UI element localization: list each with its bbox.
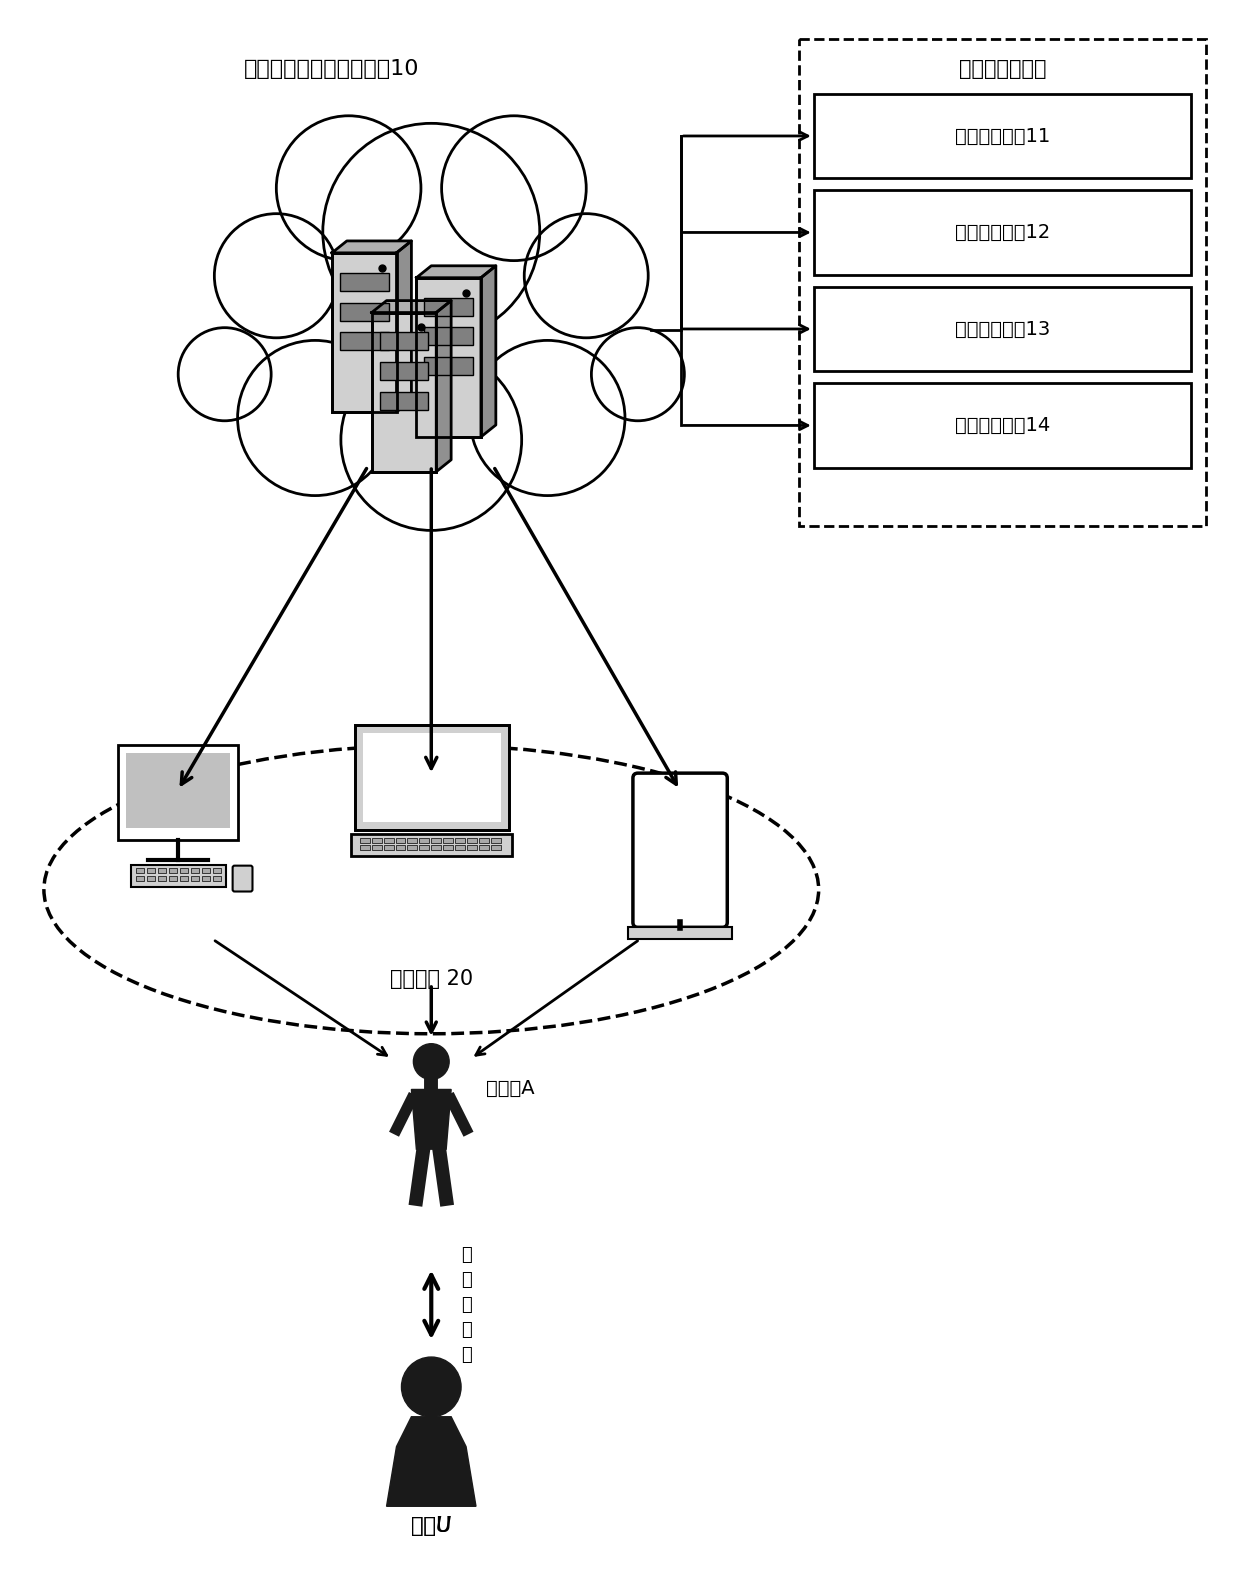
Polygon shape	[417, 267, 496, 278]
FancyBboxPatch shape	[379, 393, 428, 410]
Polygon shape	[372, 300, 451, 313]
Bar	[136, 876, 144, 881]
Bar	[443, 838, 453, 843]
Bar	[355, 725, 508, 830]
FancyBboxPatch shape	[424, 297, 472, 316]
Bar	[813, 383, 1192, 468]
Bar	[372, 838, 382, 843]
Bar	[396, 838, 405, 843]
Bar	[455, 838, 465, 843]
Bar	[360, 844, 370, 849]
FancyBboxPatch shape	[233, 865, 253, 892]
FancyBboxPatch shape	[379, 362, 428, 380]
Bar	[136, 868, 144, 873]
Bar	[191, 876, 198, 881]
Bar	[799, 38, 1207, 527]
FancyBboxPatch shape	[332, 252, 397, 412]
FancyBboxPatch shape	[632, 772, 728, 927]
Bar	[180, 876, 188, 881]
Bar	[467, 838, 477, 843]
Text: 用户U: 用户U	[412, 1516, 451, 1537]
Text: 多
模
态
交
互: 多 模 态 交 互	[461, 1246, 472, 1365]
Bar	[479, 838, 489, 843]
Bar	[813, 94, 1192, 179]
Bar	[408, 838, 418, 843]
FancyBboxPatch shape	[372, 313, 436, 472]
Bar	[159, 868, 166, 873]
Bar	[159, 876, 166, 881]
FancyBboxPatch shape	[340, 332, 388, 351]
Text: 语义理解接口11: 语义理解接口11	[955, 126, 1050, 145]
Circle shape	[238, 340, 393, 496]
FancyBboxPatch shape	[424, 358, 472, 375]
Bar	[180, 868, 188, 873]
Bar	[355, 725, 508, 830]
Bar	[360, 838, 370, 843]
Bar	[118, 745, 238, 839]
Bar	[408, 844, 418, 849]
Bar	[126, 753, 229, 828]
Bar	[169, 876, 177, 881]
Text: 虚拟人能力接口: 虚拟人能力接口	[959, 59, 1047, 78]
Bar	[813, 287, 1192, 372]
Bar	[455, 844, 465, 849]
Bar	[169, 868, 177, 873]
FancyBboxPatch shape	[379, 332, 428, 351]
Polygon shape	[436, 300, 451, 472]
FancyBboxPatch shape	[424, 327, 472, 345]
Bar	[419, 844, 429, 849]
Bar	[396, 844, 405, 849]
Bar	[148, 876, 155, 881]
Polygon shape	[412, 1090, 451, 1149]
Polygon shape	[387, 1417, 476, 1507]
FancyBboxPatch shape	[417, 278, 481, 437]
Text: 认知计算接口13: 认知计算接口13	[955, 319, 1050, 338]
Bar	[491, 838, 501, 843]
Circle shape	[277, 117, 420, 260]
Bar	[627, 927, 733, 940]
Bar	[419, 838, 429, 843]
Bar	[383, 844, 393, 849]
Circle shape	[402, 1357, 461, 1417]
FancyBboxPatch shape	[340, 273, 388, 290]
Bar	[813, 190, 1192, 275]
FancyBboxPatch shape	[351, 833, 512, 855]
Bar	[213, 868, 221, 873]
Circle shape	[341, 350, 522, 530]
Circle shape	[179, 327, 272, 421]
Text: 云端大脑（云端服务器）10: 云端大脑（云端服务器）10	[244, 59, 419, 78]
Bar	[202, 876, 210, 881]
Circle shape	[525, 214, 649, 338]
Bar	[491, 844, 501, 849]
Bar	[372, 844, 382, 849]
Circle shape	[441, 117, 587, 260]
Bar	[443, 844, 453, 849]
Circle shape	[215, 214, 339, 338]
Bar	[191, 868, 198, 873]
Bar	[646, 790, 714, 894]
Bar	[131, 865, 226, 886]
Circle shape	[322, 123, 539, 340]
Bar	[479, 844, 489, 849]
Text: 情感计算接古14: 情感计算接古14	[955, 417, 1050, 436]
Bar	[213, 876, 221, 881]
Circle shape	[470, 340, 625, 496]
Bar	[148, 868, 155, 873]
Polygon shape	[332, 241, 412, 252]
Bar	[432, 838, 441, 843]
Bar	[383, 838, 393, 843]
Text: 智能设备 20: 智能设备 20	[389, 969, 472, 990]
Bar	[432, 844, 441, 849]
Bar	[467, 844, 477, 849]
Circle shape	[591, 327, 684, 421]
Text: 用户U: 用户U	[412, 1516, 451, 1537]
Polygon shape	[397, 241, 412, 412]
Text: 视觉识别接口12: 视觉识别接口12	[955, 223, 1050, 243]
FancyBboxPatch shape	[340, 303, 388, 321]
Bar	[202, 868, 210, 873]
Text: 虚拟人A: 虚拟人A	[486, 1079, 534, 1098]
Bar	[363, 733, 501, 822]
Circle shape	[413, 1044, 449, 1079]
Polygon shape	[481, 267, 496, 437]
